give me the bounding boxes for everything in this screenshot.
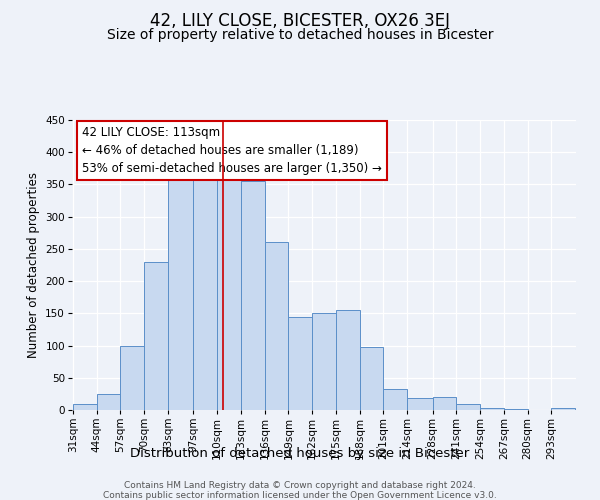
Bar xyxy=(265,242,289,410)
Bar xyxy=(217,168,241,410)
Text: Distribution of detached houses by size in Bicester: Distribution of detached houses by size … xyxy=(130,448,470,460)
Bar xyxy=(168,175,193,410)
Bar xyxy=(480,408,504,410)
Bar xyxy=(312,314,336,410)
Bar xyxy=(193,172,217,410)
Text: Size of property relative to detached houses in Bicester: Size of property relative to detached ho… xyxy=(107,28,493,42)
Bar xyxy=(121,346,144,410)
Bar xyxy=(433,397,457,410)
Bar xyxy=(383,390,407,410)
Bar xyxy=(144,262,168,410)
Bar xyxy=(241,181,265,410)
Text: 42 LILY CLOSE: 113sqm
← 46% of detached houses are smaller (1,189)
53% of semi-d: 42 LILY CLOSE: 113sqm ← 46% of detached … xyxy=(82,126,382,175)
Bar xyxy=(359,348,383,410)
Bar xyxy=(457,404,480,410)
Bar xyxy=(504,408,527,410)
Bar xyxy=(97,394,121,410)
Text: Contains HM Land Registry data © Crown copyright and database right 2024.: Contains HM Land Registry data © Crown c… xyxy=(124,481,476,490)
Bar xyxy=(407,398,433,410)
Bar xyxy=(336,310,359,410)
Text: Contains public sector information licensed under the Open Government Licence v3: Contains public sector information licen… xyxy=(103,491,497,500)
Bar xyxy=(551,408,575,410)
Bar xyxy=(73,404,97,410)
Bar xyxy=(289,316,312,410)
Text: 42, LILY CLOSE, BICESTER, OX26 3EJ: 42, LILY CLOSE, BICESTER, OX26 3EJ xyxy=(150,12,450,30)
Y-axis label: Number of detached properties: Number of detached properties xyxy=(27,172,40,358)
